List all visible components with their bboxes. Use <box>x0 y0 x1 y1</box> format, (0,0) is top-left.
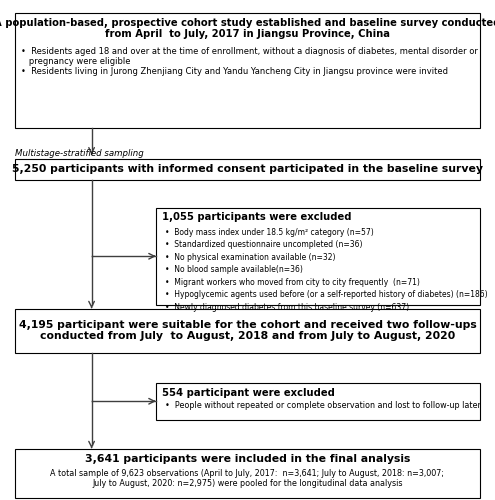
Text: •  Body mass index under 18.5 kg/m² category (n=57): • Body mass index under 18.5 kg/m² categ… <box>165 228 374 236</box>
Text: 554 participant were excluded: 554 participant were excluded <box>162 388 335 398</box>
Text: •  People without repeated or complete observation and lost to follow-up later: • People without repeated or complete ob… <box>165 400 481 409</box>
Text: A total sample of 9,623 observations (April to July, 2017:  n=3,641; July to Aug: A total sample of 9,623 observations (Ap… <box>50 468 445 488</box>
Text: •  Hypoglycemic agents used before (or a self-reported history of diabetes) (n=1: • Hypoglycemic agents used before (or a … <box>165 290 488 299</box>
Text: •  Standardized questionnaire uncompleted (n=36): • Standardized questionnaire uncompleted… <box>165 240 362 249</box>
Text: •  Residents aged 18 and over at the time of enrollment, without a diagnosis of : • Residents aged 18 and over at the time… <box>21 46 478 66</box>
Bar <box>15 448 480 498</box>
Text: •  No physical examination available (n=32): • No physical examination available (n=3… <box>165 252 335 262</box>
Text: •  Newly diagnosed diabetes from this baseline survey (n=637): • Newly diagnosed diabetes from this bas… <box>165 302 409 312</box>
Bar <box>15 12 480 128</box>
Text: 4,195 participant were suitable for the cohort and received two follow-ups
condu: 4,195 participant were suitable for the … <box>19 320 476 342</box>
Text: A population-based, prospective cohort study established and baseline survey con: A population-based, prospective cohort s… <box>0 18 495 39</box>
Bar <box>156 208 480 305</box>
Text: •  No blood sample available(n=36): • No blood sample available(n=36) <box>165 265 303 274</box>
Text: 3,641 participants were included in the final analysis: 3,641 participants were included in the … <box>85 454 410 464</box>
Bar <box>15 308 480 352</box>
Bar <box>156 382 480 420</box>
Text: •  Migrant workers who moved from city to city frequently  (n=71): • Migrant workers who moved from city to… <box>165 278 420 286</box>
Text: •  Residents living in Jurong Zhenjiang City and Yandu Yancheng City in Jiangsu : • Residents living in Jurong Zhenjiang C… <box>21 68 448 76</box>
Bar <box>15 159 480 180</box>
Text: Multistage-stratified sampling: Multistage-stratified sampling <box>15 148 144 158</box>
Text: 5,250 participants with informed consent participated in the baseline survey: 5,250 participants with informed consent… <box>12 164 483 174</box>
Text: 1,055 participants were excluded: 1,055 participants were excluded <box>162 212 351 222</box>
